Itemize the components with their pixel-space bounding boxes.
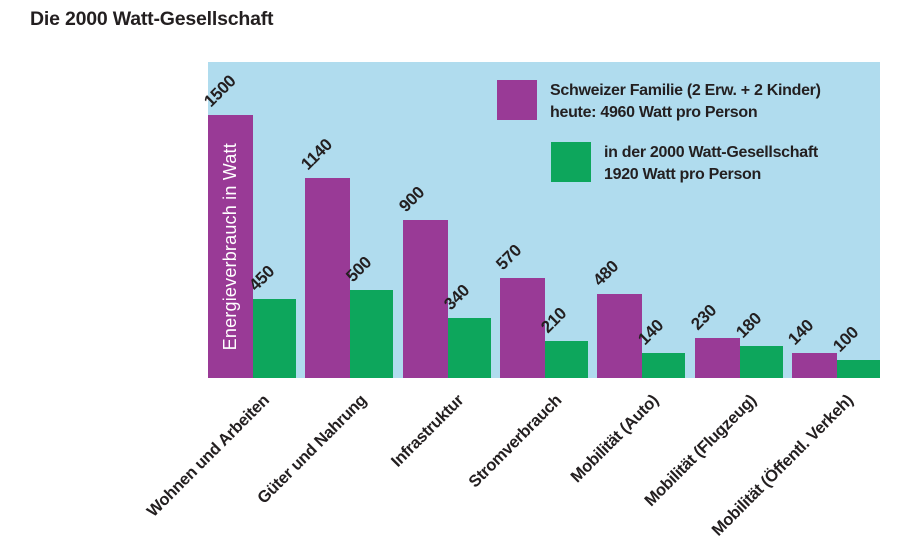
category-label-infrastruktur: Infrastruktur xyxy=(388,391,468,471)
legend-label-target-line2: 1920 Watt pro Person xyxy=(604,166,762,183)
bar-target-infrastruktur xyxy=(447,318,491,378)
bar-target-mobilitat-flugzeug xyxy=(739,346,783,378)
legend-label-target: in der 2000 Watt-Gesellschaft 1920 Watt … xyxy=(604,142,818,186)
legend-item-today: Schweizer Familie (2 Erw. + 2 Kinder) he… xyxy=(497,80,821,124)
bar-today-mobilitat-offentl-verkeh xyxy=(792,353,837,378)
bar-today-guter-und-nahrung xyxy=(305,177,351,378)
bar-today-mobilitat-auto xyxy=(597,293,643,378)
bar-target-mobilitat-offentl-verkeh xyxy=(837,360,880,378)
bar-target-wohnen-und-arbeiten xyxy=(253,299,296,378)
category-label-wohnen-und-arbeiten: Wohnen und Arbeiten xyxy=(143,391,274,521)
target-series-swatch xyxy=(551,142,591,182)
category-label-guter-und-nahrung: Güter und Nahrung xyxy=(254,391,371,508)
legend-label-target-line1: in der 2000 Watt-Gesellschaft xyxy=(604,144,818,161)
plot-area: Energieverbrauch in Watt 1500 450 1140 500 90… xyxy=(200,62,880,378)
bar-today-mobilitat-flugzeug xyxy=(694,337,740,378)
category-label-stromverbrauch: Stromverbrauch xyxy=(465,391,566,492)
chart-title: Die 2000 Watt-Gesellschaft xyxy=(30,8,274,30)
bar-target-stromverbrauch xyxy=(545,341,588,378)
bar-target-guter-und-nahrung xyxy=(350,290,394,378)
legend-label-today-line2: heute: 4960 Watt pro Person xyxy=(550,104,758,121)
legend-label-today: Schweizer Familie (2 Erw. + 2 Kinder) he… xyxy=(550,80,821,124)
bars-layer: Energieverbrauch in Watt 1500 450 1140 500 90… xyxy=(200,62,880,378)
bar-today-stromverbrauch xyxy=(500,277,545,378)
category-label-mobilitat-auto: Mobilität (Auto) xyxy=(567,391,663,487)
bar-today-wohnen-und-arbeiten: Energieverbrauch in Watt xyxy=(208,114,253,378)
bar-target-mobilitat-auto xyxy=(642,353,686,378)
bar-today-infrastruktur xyxy=(402,220,448,378)
legend-label-today-line1: Schweizer Familie (2 Erw. + 2 Kinder) xyxy=(550,82,821,99)
legend-item-target: in der 2000 Watt-Gesellschaft 1920 Watt … xyxy=(551,142,818,186)
today-series-swatch xyxy=(497,80,537,120)
